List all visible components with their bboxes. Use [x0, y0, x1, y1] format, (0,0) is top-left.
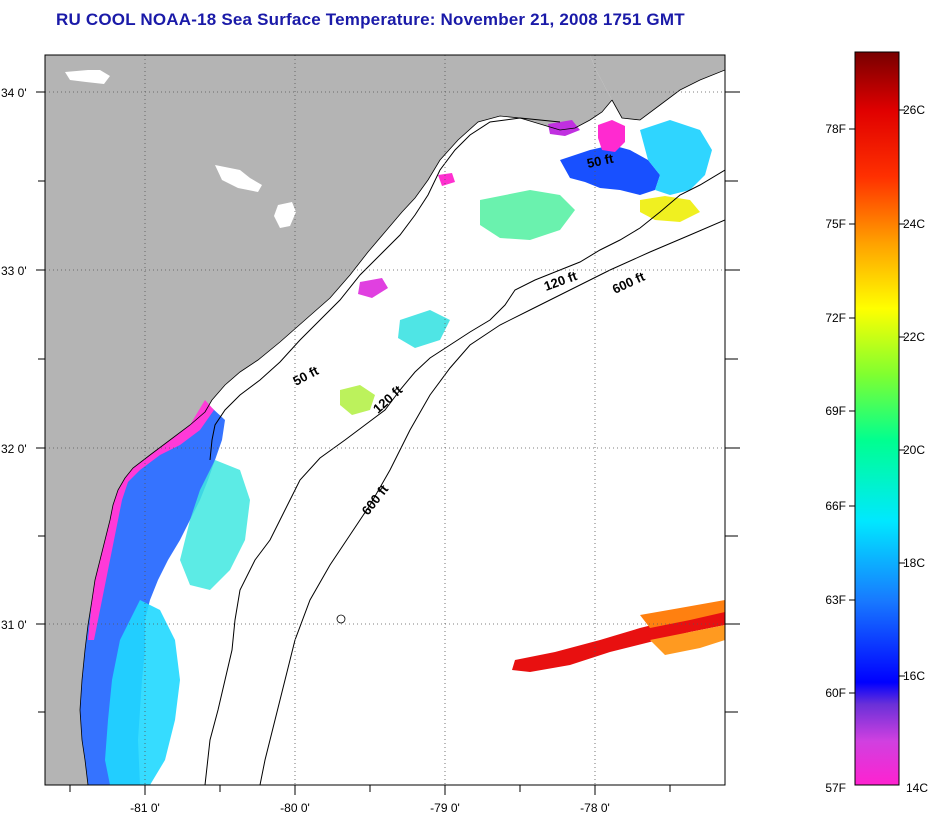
- lon-tick-label: -78 0': [580, 801, 610, 815]
- colorbar-f-label: 78F: [825, 122, 846, 136]
- inland-water: [274, 202, 296, 228]
- sst-magenta-patch: [358, 278, 388, 298]
- lon-tick-label: -81 0': [130, 801, 160, 815]
- colorbar-f-label: 63F: [825, 593, 846, 607]
- inland-water: [215, 165, 262, 192]
- colorbar-f-label: 69F: [825, 404, 846, 418]
- lat-tick-label: 34 0': [1, 86, 27, 100]
- colorbar-f-label: 57F: [825, 781, 846, 795]
- coastline-outer-banks: [611, 69, 725, 121]
- colorbar-c-label: 20C: [903, 443, 925, 457]
- lat-tick-label: 32 0': [1, 442, 27, 456]
- sst-nc-cyan: [640, 120, 712, 195]
- sst-magenta-patch: [438, 173, 455, 186]
- contour-line-120ft: [204, 169, 725, 785]
- coastline: [79, 99, 613, 785]
- lat-tick-label: 33 0': [1, 264, 27, 278]
- sst-midshelf-yellow-green: [340, 385, 375, 415]
- sst-gulf-stream-orange: [640, 600, 725, 628]
- land-north-carolina: [590, 55, 725, 120]
- temperature-colorbar: [854, 51, 900, 786]
- land-mass: [45, 55, 612, 785]
- contour-label-50ft: 50 ft: [586, 151, 616, 171]
- sst-nearshore-magenta: [88, 400, 214, 640]
- colorbar-f-label: 75F: [825, 217, 846, 231]
- sst-midshelf-cyan: [398, 310, 450, 348]
- colorbar-c-label: 22C: [903, 330, 925, 344]
- graticule: [45, 55, 725, 785]
- sst-nc-magenta: [598, 120, 625, 152]
- lon-tick-label: -79 0': [430, 801, 460, 815]
- contour-line-50ft: [209, 117, 561, 461]
- lat-tick-label: 31 0': [1, 618, 27, 632]
- sst-offshore-cyan: [180, 460, 250, 590]
- colorbar-f-label: 60F: [825, 686, 846, 700]
- colorbar-c-label: 16C: [903, 669, 925, 683]
- colorbar-f-label: 72F: [825, 311, 846, 325]
- sst-magenta-patch: [548, 120, 580, 136]
- sst-nearshore-cyan: [105, 600, 180, 785]
- colorbar-c-label: 18C: [903, 556, 925, 570]
- colorbar-ticks: [849, 109, 905, 694]
- inland-water: [65, 70, 110, 84]
- sst-midshelf-green: [480, 190, 575, 240]
- colorbar-c-label: 26C: [903, 103, 925, 117]
- page-title: RU COOL NOAA-18 Sea Surface Temperature:…: [56, 10, 685, 29]
- contour-line-600ft: [259, 219, 725, 785]
- colorbar-c-label: 24C: [903, 217, 925, 231]
- map-ticks: [36, 91, 740, 795]
- lon-tick-label: -80 0': [280, 801, 310, 815]
- map-frame: [44, 54, 726, 786]
- sst-nc-blue: [560, 145, 660, 195]
- seamount-contour: [336, 614, 346, 624]
- colorbar-f-label: 66F: [825, 499, 846, 513]
- sst-gulf-stream-orange-tail: [650, 625, 725, 655]
- colorbar-c-label: 14C: [906, 781, 928, 795]
